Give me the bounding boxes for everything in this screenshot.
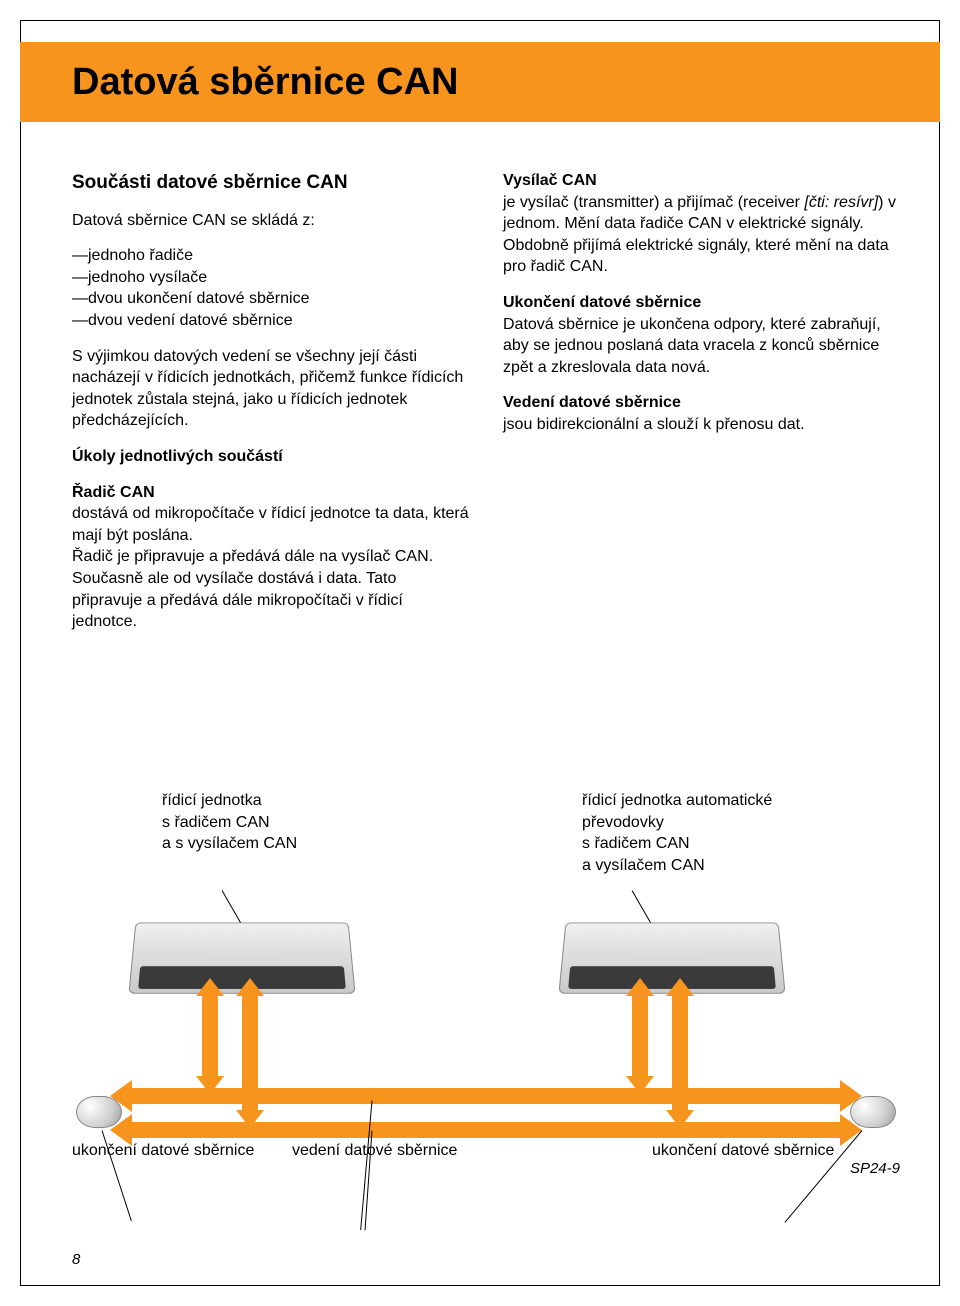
ukonceni-heading: Ukončení datové sběrnice — [503, 294, 701, 311]
terminator-icon — [850, 1096, 896, 1128]
bus-line-icon — [132, 1122, 840, 1138]
unit2-label: řídicí jednotka automatické převodovkys … — [582, 790, 852, 876]
radic-text: dostává od mikropočítače v řídicí jednot… — [72, 505, 469, 544]
list-item: —jednoho vysílače — [72, 267, 471, 289]
location-paragraph: S výjimkou datových vedení se všechny je… — [72, 346, 471, 432]
vysilac-phonetic: [čti: resívr] — [804, 194, 878, 211]
bottom-labels-row: ukončení datové sběrnice vedení datové s… — [72, 1142, 900, 1160]
vedeni-heading: Vedení datové sběrnice — [503, 394, 681, 411]
content-columns: Součásti datové sběrnice CAN Datová sběr… — [72, 170, 902, 633]
radic-heading: Řadič CAN — [72, 484, 155, 501]
right-column: Vysílač CAN je vysílač (transmitter) a p… — [503, 170, 902, 633]
page-number: 8 — [72, 1251, 80, 1268]
list-item: —dvou vedení datové sběrnice — [72, 310, 471, 332]
vedeni-text: jsou bidirekcionální a slouží k přenosu … — [503, 416, 805, 433]
list-item: —dvou ukončení datové sběrnice — [72, 288, 471, 310]
unit-labels-row: řídicí jednotkas řadičem CANa s vysílače… — [72, 790, 900, 876]
tasks-heading: Úkoly jednotlivých součástí — [72, 446, 471, 468]
unit1-label: řídicí jednotkas řadičem CANa s vysílače… — [162, 790, 432, 876]
left-column: Součásti datové sběrnice CAN Datová sběr… — [72, 170, 471, 633]
terminator-icon — [76, 1096, 122, 1128]
section-heading-components: Součásti datové sběrnice CAN — [72, 170, 471, 196]
list-item: —jednoho řadiče — [72, 245, 471, 267]
bus-wire-label: vedení datové sběrnice — [292, 1142, 592, 1160]
ukonceni-block: Ukončení datové sběrnice Datová sběrnice… — [503, 292, 902, 378]
drop-arrow-icon — [632, 996, 648, 1076]
radic-text: Řadič je připravuje a předává dále na vy… — [72, 548, 433, 565]
vysilac-block: Vysílač CAN je vysílač (transmitter) a p… — [503, 170, 902, 278]
terminator-label-right: ukončení datové sběrnice — [592, 1142, 900, 1160]
component-list: —jednoho řadiče —jednoho vysílače —dvou … — [72, 245, 471, 331]
drop-arrow-icon — [202, 996, 218, 1076]
header-bar: Datová sběrnice CAN — [20, 42, 940, 122]
radic-block: Řadič CAN dostává od mikropočítače v říd… — [72, 482, 471, 633]
ukonceni-text: Datová sběrnice je ukončena odpory, kter… — [503, 316, 881, 376]
terminator-label-left: ukončení datové sběrnice — [72, 1142, 292, 1160]
vedeni-block: Vedení datové sběrnice jsou bidirekcioná… — [503, 392, 902, 435]
vysilac-heading: Vysílač CAN — [503, 172, 597, 189]
bus-diagram: řídicí jednotkas řadičem CANa s vysílače… — [72, 790, 900, 1210]
radic-text: Současně ale od vysílače dostává i data.… — [72, 570, 403, 630]
vysilac-text: je vysílač (transmitter) a přijímač (rec… — [503, 194, 804, 211]
figure-id: SP24-9 — [850, 1160, 900, 1177]
bus-line-icon — [132, 1088, 840, 1104]
page-title: Datová sběrnice CAN — [72, 61, 458, 104]
vysilac-text: Obdobně přijímá elektrické signály, kter… — [503, 237, 889, 276]
intro-paragraph: Datová sběrnice CAN se skládá z: — [72, 210, 471, 232]
